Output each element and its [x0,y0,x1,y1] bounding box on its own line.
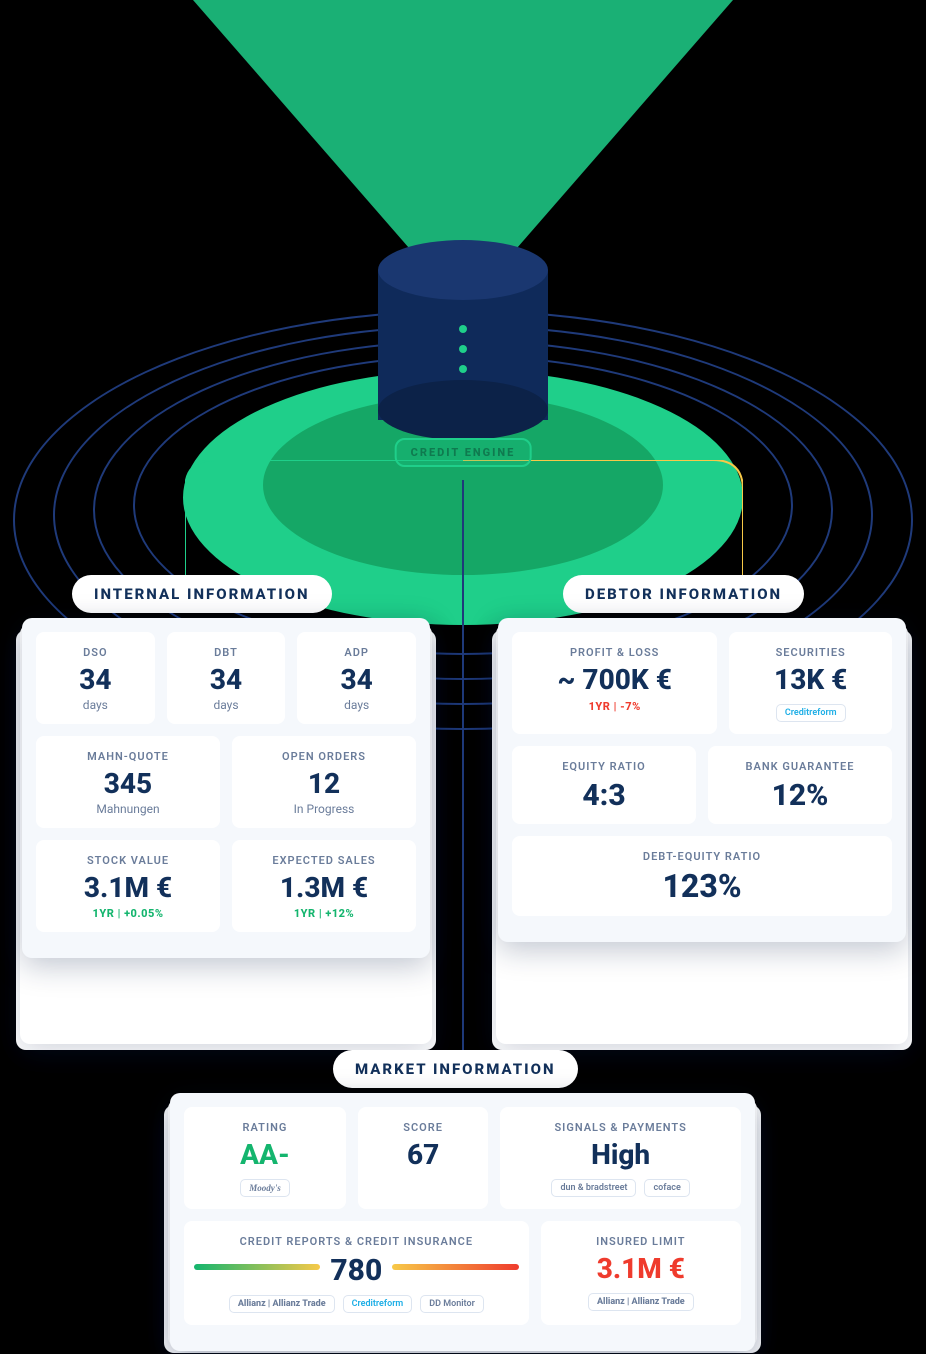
cylinder-dots [459,325,467,373]
engine-label: CREDIT ENGINE [395,438,532,467]
card-stock-value: STOCK VALUE 3.1M € 1YR | +0.05% [36,840,220,933]
internal-row-3: STOCK VALUE 3.1M € 1YR | +0.05% EXPECTED… [36,840,416,933]
card-label: DSO [46,646,145,659]
card-bank-guarantee: BANK GUARANTEE 12% [708,746,892,824]
card-insured-limit: INSURED LIMIT 3.1M € Allianz | Allianz T… [541,1221,741,1325]
debtor-label: DEBTOR INFORMATION [563,575,804,613]
card-value: 34 [46,665,145,696]
card-signals: SIGNALS & PAYMENTS High dun & bradstreet… [500,1107,741,1209]
credit-engine-cylinder [378,240,548,440]
debtor-row-1: PROFIT & LOSS ~ 700K € 1YR | -7% SECURIT… [512,632,892,734]
card-securities: SECURITIES 13K € Creditreform [729,632,892,734]
gradient-bar-2 [392,1264,518,1270]
internal-label: INTERNAL INFORMATION [72,575,332,613]
card-sub: days [46,698,145,712]
market-row-2: CREDIT REPORTS & CREDIT INSURANCE 780 Al… [184,1221,741,1325]
market-panel: RATING AA- Moody's SCORE 67 SIGNALS & PA… [170,1093,755,1351]
card-expected-sales: EXPECTED SALES 1.3M € 1YR | +12% [232,840,416,933]
internal-row-2: MAHN-QUOTE 345 Mahnungen OPEN ORDERS 12 … [36,736,416,828]
internal-panel: DSO 34 days DBT 34 days ADP 34 days MAHN… [22,618,430,958]
debtor-row-2: EQUITY RATIO 4:3 BANK GUARANTEE 12% [512,746,892,824]
card-profit-loss: PROFIT & LOSS ~ 700K € 1YR | -7% [512,632,717,734]
market-label: MARKET INFORMATION [333,1050,578,1088]
cylinder-bottom [378,380,548,440]
card-dbt: DBT 34 days [167,632,286,724]
card-open-orders: OPEN ORDERS 12 In Progress [232,736,416,828]
card-rating: RATING AA- Moody's [184,1107,346,1209]
card-dso: DSO 34 days [36,632,155,724]
connector-mid [461,480,465,1050]
gradient-bar [194,1264,320,1270]
card-equity-ratio: EQUITY RATIO 4:3 [512,746,696,824]
card-credit-reports: CREDIT REPORTS & CREDIT INSURANCE 780 Al… [184,1221,529,1325]
card-score: SCORE 67 [358,1107,488,1209]
card-mahn-quote: MAHN-QUOTE 345 Mahnungen [36,736,220,828]
card-adp: ADP 34 days [297,632,416,724]
internal-row-1: DSO 34 days DBT 34 days ADP 34 days [36,632,416,724]
cylinder-top [378,240,548,300]
card-debt-equity: DEBT-EQUITY RATIO 123% [512,836,892,916]
market-row-1: RATING AA- Moody's SCORE 67 SIGNALS & PA… [184,1107,741,1209]
debtor-row-3: DEBT-EQUITY RATIO 123% [512,836,892,916]
debtor-panel: PROFIT & LOSS ~ 700K € 1YR | -7% SECURIT… [498,618,906,942]
